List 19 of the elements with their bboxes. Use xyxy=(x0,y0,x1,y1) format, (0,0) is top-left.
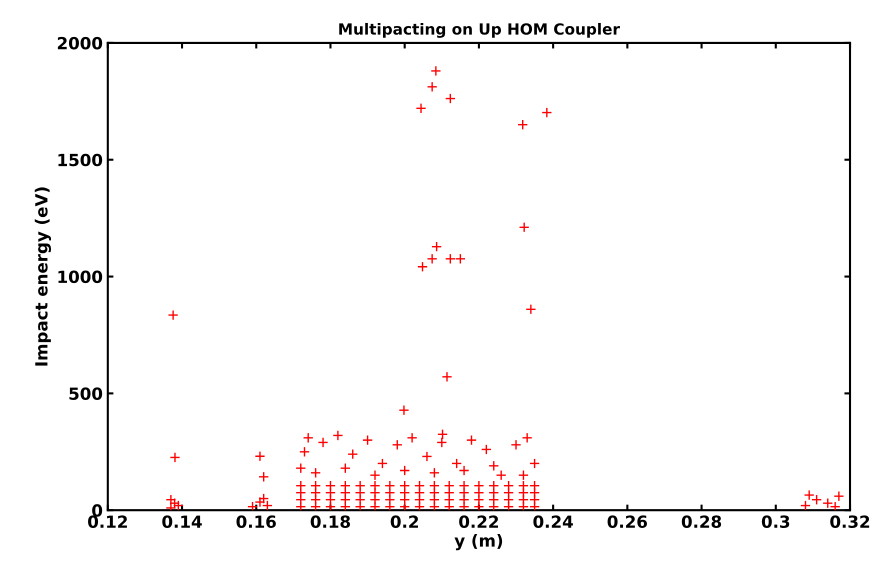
x-tick-label: 0.16 xyxy=(236,515,276,528)
y-axis-title: Impact energy (eV) xyxy=(34,187,52,366)
x-tick-label: 0.18 xyxy=(310,515,350,528)
x-tick-label: 0.3 xyxy=(762,515,790,528)
y-tick-label: 2000 xyxy=(58,36,102,50)
x-tick-label: 0.26 xyxy=(608,515,648,528)
x-tick-label: 0.32 xyxy=(830,515,870,528)
x-tick-label: 0.2 xyxy=(390,515,418,528)
y-tick-label: 1500 xyxy=(58,154,102,166)
x-tick-label: 0.28 xyxy=(682,515,722,528)
x-tick-label: 0.12 xyxy=(88,515,127,528)
y-tick-label: 0 xyxy=(92,504,102,517)
x-tick-label: 0.14 xyxy=(162,515,202,528)
x-axis-title: y (m) xyxy=(454,534,502,550)
chart-title: Multipacting on Up HOM Coupler xyxy=(339,22,620,38)
y-tick-label: 500 xyxy=(69,387,102,400)
y-tick-label: 1000 xyxy=(58,270,102,284)
x-tick-label: 0.24 xyxy=(533,515,573,528)
x-tick-label: 0.22 xyxy=(459,515,498,528)
